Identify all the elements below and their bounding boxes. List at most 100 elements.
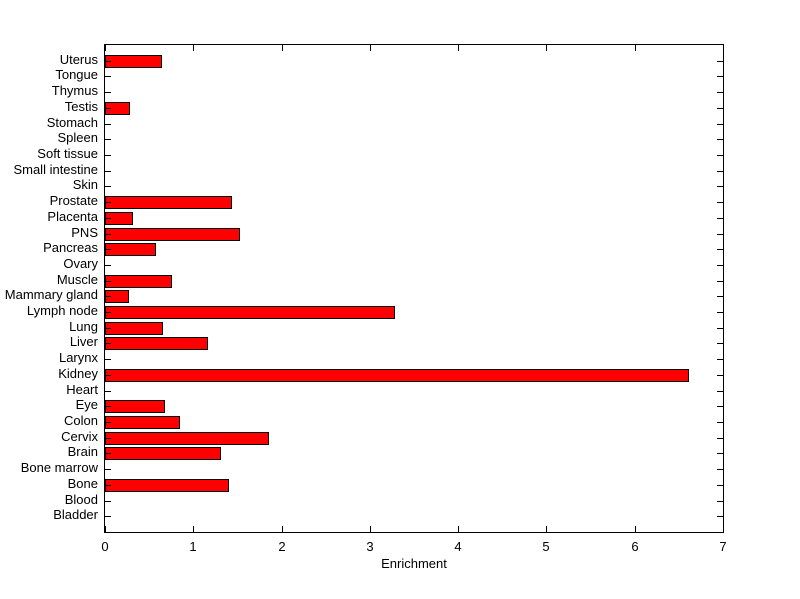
y-tick-mark: [105, 359, 111, 360]
plot-area: [104, 44, 724, 533]
bar-liver: [105, 337, 208, 350]
y-tick-label: Spleen: [57, 130, 98, 145]
y-tick-mark: [105, 108, 111, 109]
bar-pns: [105, 228, 240, 241]
y-tick-label: Skin: [72, 177, 98, 192]
y-tick-label: PNS: [71, 225, 98, 240]
bar-brain: [105, 447, 221, 460]
x-tick-mark: [282, 45, 283, 51]
y-tick-mark: [105, 171, 111, 172]
y-tick-mark: [717, 516, 723, 517]
y-tick-label: Bone: [67, 476, 98, 491]
x-tick-mark: [546, 526, 547, 532]
x-tick-label: 2: [278, 539, 286, 554]
y-tick-mark: [717, 422, 723, 423]
y-tick-mark: [105, 61, 111, 62]
x-tick-mark: [635, 45, 636, 51]
x-tick-mark: [635, 526, 636, 532]
y-tick-mark: [105, 265, 111, 266]
y-tick-label: Bladder: [53, 507, 98, 522]
y-tick-mark: [105, 92, 111, 93]
y-tick-label: Uterus: [59, 52, 98, 67]
y-tick-label: Pancreas: [43, 240, 98, 255]
y-tick-mark: [105, 422, 111, 423]
x-tick-label: 4: [454, 539, 462, 554]
y-tick-mark: [105, 328, 111, 329]
x-tick-label: 7: [719, 539, 727, 554]
y-tick-label: Mammary gland: [4, 287, 98, 302]
y-tick-label: Cervix: [61, 429, 98, 444]
y-tick-mark: [717, 375, 723, 376]
bar-cervix: [105, 432, 269, 445]
y-tick-mark: [717, 124, 723, 125]
x-tick-label: 0: [101, 539, 109, 554]
y-tick-mark: [105, 186, 111, 187]
y-tick-mark: [717, 218, 723, 219]
x-tick-mark: [546, 45, 547, 51]
x-tick-mark: [458, 45, 459, 51]
y-tick-mark: [105, 485, 111, 486]
y-tick-label: Placenta: [47, 209, 98, 224]
y-tick-mark: [717, 469, 723, 470]
bar-eye: [105, 400, 165, 413]
y-tick-label: Muscle: [56, 272, 98, 287]
y-tick-mark: [105, 469, 111, 470]
y-tick-label: Liver: [69, 334, 98, 349]
x-tick-mark: [105, 45, 106, 51]
y-tick-label: Lymph node: [26, 303, 98, 318]
y-tick-label: Ovary: [63, 256, 98, 271]
y-tick-mark: [717, 343, 723, 344]
y-tick-label: Eye: [75, 397, 98, 412]
x-tick-label: 6: [631, 539, 639, 554]
y-tick-label: Stomach: [46, 115, 98, 130]
y-tick-mark: [717, 406, 723, 407]
x-tick-label: 5: [542, 539, 550, 554]
y-tick-mark: [717, 281, 723, 282]
y-tick-mark: [105, 202, 111, 203]
y-tick-mark: [105, 501, 111, 502]
y-tick-label: Soft tissue: [37, 146, 98, 161]
y-tick-label: Kidney: [58, 366, 98, 381]
y-tick-label: Thymus: [51, 83, 98, 98]
bar-prostate: [105, 196, 232, 209]
y-tick-mark: [717, 359, 723, 360]
x-tick-mark: [370, 45, 371, 51]
y-tick-label: Prostate: [49, 193, 98, 208]
y-tick-mark: [717, 249, 723, 250]
y-tick-mark: [717, 328, 723, 329]
y-tick-mark: [105, 124, 111, 125]
y-tick-mark: [717, 312, 723, 313]
x-tick-mark: [105, 526, 106, 532]
y-tick-label: Bone marrow: [20, 460, 98, 475]
y-tick-label: Larynx: [58, 350, 98, 365]
y-tick-mark: [105, 234, 111, 235]
y-tick-mark: [717, 171, 723, 172]
y-tick-mark: [717, 453, 723, 454]
y-tick-mark: [105, 155, 111, 156]
y-tick-mark: [105, 281, 111, 282]
y-tick-mark: [105, 312, 111, 313]
y-tick-mark: [105, 438, 111, 439]
y-tick-label: Testis: [64, 99, 98, 114]
y-tick-label: Small intestine: [13, 162, 98, 177]
x-axis-title: Enrichment: [381, 556, 447, 571]
x-tick-mark: [193, 526, 194, 532]
x-tick-mark: [723, 45, 724, 51]
y-tick-mark: [105, 76, 111, 77]
y-tick-mark: [105, 249, 111, 250]
y-tick-label: Blood: [64, 492, 98, 507]
bar-bone: [105, 479, 229, 492]
y-tick-mark: [105, 516, 111, 517]
y-tick-mark: [105, 218, 111, 219]
bar-lymph-node: [105, 306, 395, 319]
bar-muscle: [105, 275, 172, 288]
bar-lung: [105, 322, 163, 335]
x-tick-mark: [282, 526, 283, 532]
y-tick-mark: [717, 501, 723, 502]
y-tick-mark: [105, 375, 111, 376]
bar-pancreas: [105, 243, 156, 256]
bar-uterus: [105, 55, 162, 68]
x-tick-mark: [193, 45, 194, 51]
y-tick-mark: [717, 92, 723, 93]
